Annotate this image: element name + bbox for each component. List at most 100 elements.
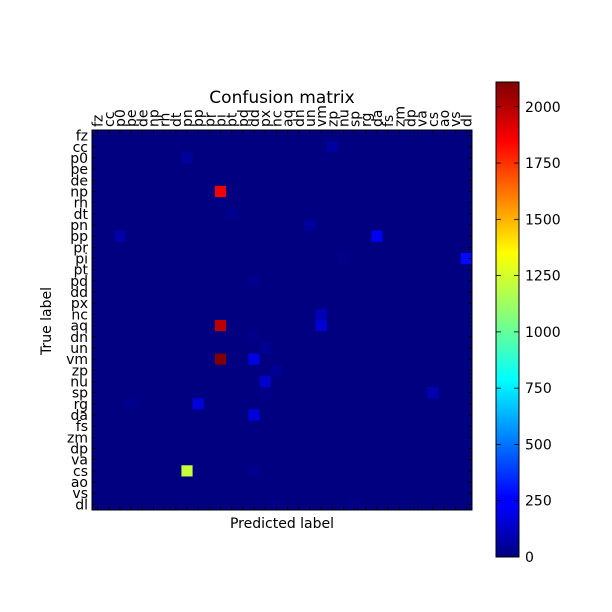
matrix-cell-rh-fs — [382, 197, 395, 209]
matrix-cell-px-nu — [337, 297, 350, 310]
matrix-cell-pe-cs — [427, 163, 439, 176]
matrix-cell-cc-vm — [315, 141, 328, 153]
matrix-cell-px-pp — [192, 297, 205, 310]
matrix-cell-vm-zm — [393, 353, 406, 366]
matrix-cell-dn-dd — [248, 331, 261, 343]
matrix-cell-dl-np — [147, 498, 160, 511]
matrix-cell-pr-zm — [393, 241, 406, 254]
matrix-cell-pd-zp — [326, 275, 339, 287]
matrix-cell-zm-p0 — [114, 431, 126, 444]
matrix-cell-dp-zp — [326, 442, 339, 455]
matrix-cell-un-vm — [315, 342, 328, 354]
matrix-cell-np-cc — [103, 185, 115, 198]
matrix-cell-nc-vs — [449, 308, 462, 321]
matrix-cell-aq-pp — [192, 320, 205, 332]
matrix-cell-nc-rg — [360, 308, 372, 321]
matrix-cell-sp-pe — [125, 387, 138, 399]
matrix-cell-vs-dd — [248, 487, 261, 500]
matrix-cell-vm-vm — [315, 353, 328, 366]
matrix-cell-rh-dt — [170, 197, 182, 209]
matrix-cell-sp-rh — [159, 387, 171, 399]
matrix-cell-vm-da — [371, 353, 383, 366]
matrix-cell-zp-ao — [438, 364, 451, 377]
matrix-cell-px-pn — [181, 297, 193, 310]
matrix-cell-aq-vm — [315, 320, 328, 332]
matrix-cell-nu-va — [416, 375, 428, 388]
matrix-cell-dd-nu — [337, 286, 350, 299]
matrix-cell-rg-vm — [315, 398, 328, 410]
matrix-cell-aq-zm — [393, 320, 406, 332]
matrix-cell-fs-dt — [170, 420, 182, 433]
matrix-cell-nu-p0 — [114, 375, 126, 388]
matrix-cell-pi-un — [304, 252, 316, 265]
matrix-cell-pe-cc — [103, 163, 115, 176]
matrix-cell-rh-px — [259, 197, 272, 209]
colorbar-tick-label: 1250 — [525, 269, 561, 285]
matrix-cell-va-sp — [349, 454, 361, 466]
matrix-cell-vs-dt — [170, 487, 182, 500]
matrix-cell-un-dt — [170, 342, 182, 354]
matrix-cell-cs-dn — [293, 465, 305, 477]
matrix-cell-pp-nu — [337, 230, 350, 243]
matrix-cell-pe-nu — [337, 163, 350, 176]
y-tick-label: np — [70, 184, 88, 200]
matrix-cell-pe-pe — [125, 163, 138, 176]
matrix-cell-zm-fz — [92, 431, 104, 444]
matrix-cell-vm-dl — [460, 353, 473, 366]
matrix-cell-zp-dl — [460, 364, 473, 377]
matrix-cell-un-np — [147, 342, 160, 354]
matrix-cell-pr-nc — [270, 241, 283, 254]
matrix-cell-un-cc — [103, 342, 115, 354]
matrix-cell-de-pe — [125, 174, 138, 187]
matrix-cell-un-rg — [360, 342, 372, 354]
matrix-cell-pr-rh — [159, 241, 171, 254]
matrix-cell-aq-rh — [159, 320, 171, 332]
matrix-cell-da-ao — [438, 409, 451, 421]
matrix-cell-fz-fs — [382, 130, 395, 142]
matrix-cell-rh-pr — [203, 197, 216, 209]
matrix-cell-pr-pd — [237, 241, 249, 254]
matrix-cell-dd-zp — [326, 286, 339, 299]
x-tick-label: de — [135, 110, 151, 128]
matrix-cell-pi-aq — [282, 252, 294, 265]
matrix-cell-zp-rg — [360, 364, 372, 377]
matrix-cell-zm-px — [259, 431, 272, 444]
matrix-cell-pe-fz — [92, 163, 104, 176]
matrix-cell-rg-cc — [103, 398, 115, 410]
matrix-cell-p0-cs — [427, 152, 439, 164]
matrix-cell-pt-zp — [326, 264, 339, 276]
matrix-cell-un-ao — [438, 342, 451, 354]
matrix-cell-fz-dn — [293, 130, 305, 142]
matrix-cell-nu-sp — [349, 375, 361, 388]
matrix-cell-rh-pn — [181, 197, 193, 209]
matrix-cell-vm-zp — [326, 353, 339, 366]
matrix-cell-cc-pt — [226, 141, 238, 153]
matrix-cell-fs-pr — [203, 420, 216, 433]
matrix-cell-nc-nc — [270, 308, 283, 321]
matrix-cell-zp-sp — [349, 364, 361, 377]
matrix-cell-de-nc — [270, 174, 283, 187]
matrix-cell-pi-p0 — [114, 252, 126, 265]
matrix-cell-vs-dl — [460, 487, 473, 500]
matrix-cell-fs-fz — [92, 420, 104, 433]
matrix-cell-zp-vs — [449, 364, 462, 377]
matrix-cell-px-pi — [214, 297, 227, 310]
matrix-cell-de-pr — [203, 174, 216, 187]
matrix-cell-rg-de — [136, 398, 149, 410]
matrix-cell-dl-pr — [203, 498, 216, 511]
matrix-cell-va-pr — [203, 454, 216, 466]
matrix-cell-pt-vs — [449, 264, 462, 276]
matrix-cell-dl-zp — [326, 498, 339, 511]
y-tick-label: dl — [75, 497, 88, 513]
y-tick-label: da — [71, 408, 88, 424]
matrix-cell-zp-fz — [92, 364, 104, 377]
y-tick-label: pi — [75, 252, 88, 268]
matrix-cell-pn-nc — [270, 219, 283, 231]
x-tick-label: sp — [348, 111, 364, 127]
matrix-cell-fz-pp — [192, 130, 205, 142]
matrix-cell-dp-dn — [293, 442, 305, 455]
matrix-cell-dl-aq — [282, 498, 294, 511]
matrix-cell-dn-np — [147, 331, 160, 343]
matrix-cell-fz-ao — [438, 130, 451, 142]
matrix-cell-np-pi — [214, 185, 227, 198]
